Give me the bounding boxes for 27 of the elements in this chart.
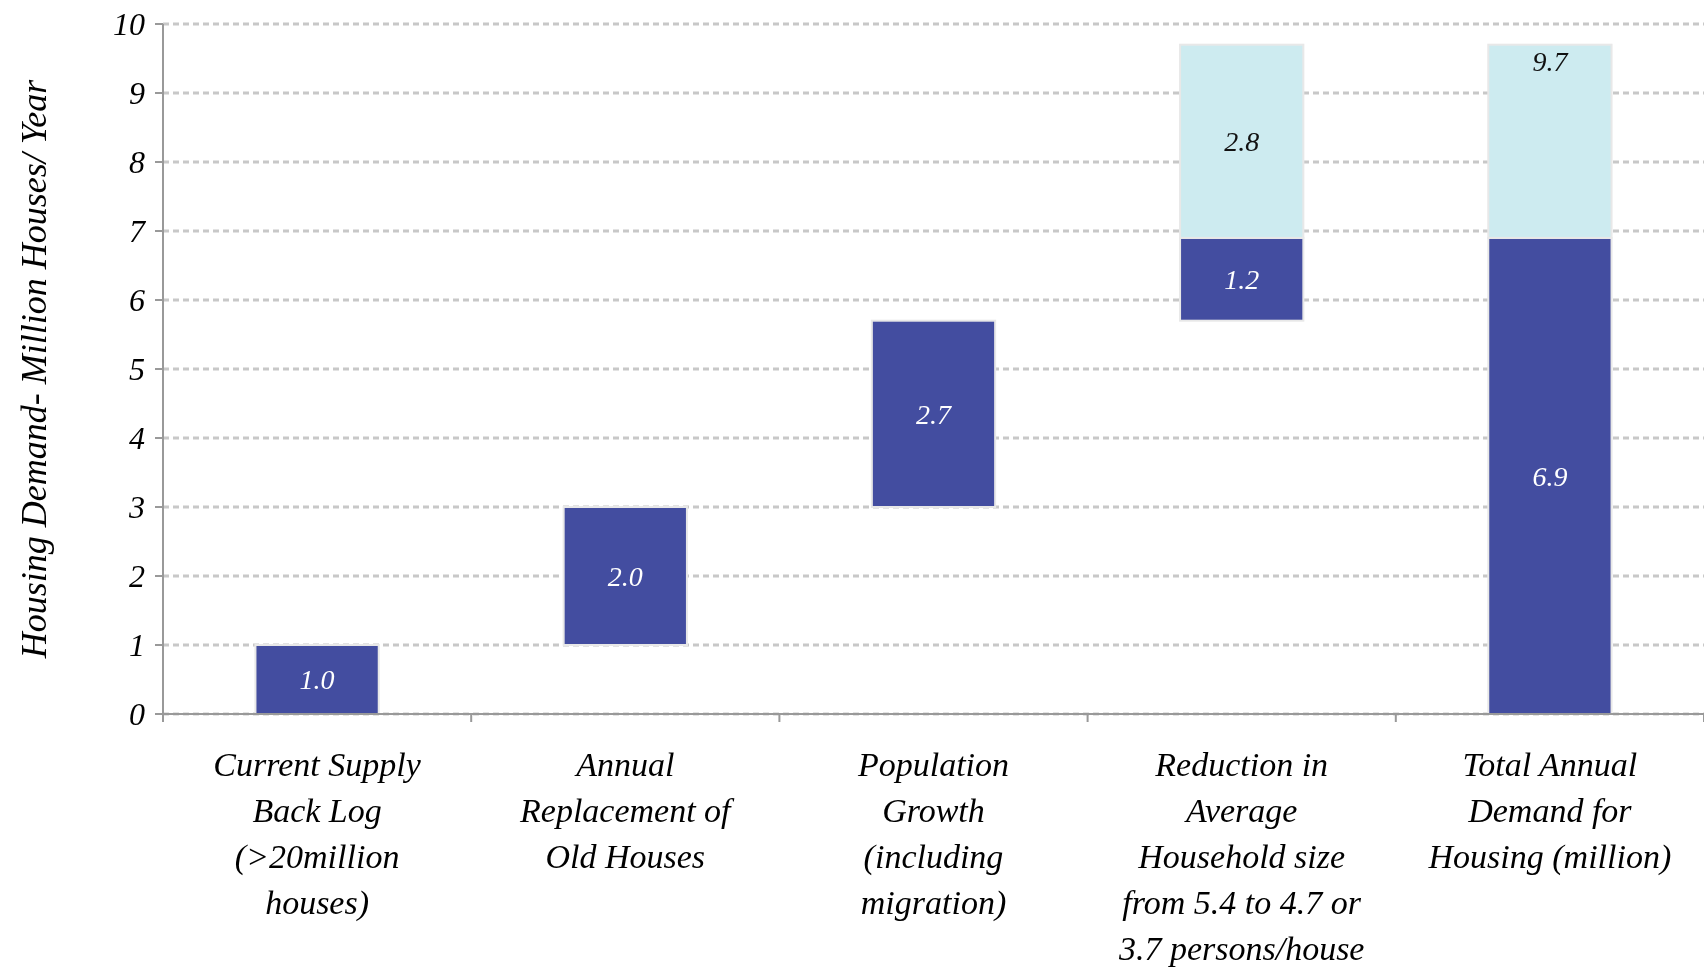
bar bbox=[870, 319, 997, 508]
y-tick-label: 10 bbox=[113, 6, 145, 43]
y-tick-label: 2 bbox=[129, 558, 145, 595]
data-label: 9.7 bbox=[1532, 45, 1569, 77]
y-tick-label: 3 bbox=[128, 489, 145, 526]
y-tick-label: 7 bbox=[129, 213, 147, 250]
y-tick-label: 0 bbox=[129, 696, 145, 733]
data-label: 2.7 bbox=[916, 398, 952, 430]
data-label: 2.0 bbox=[607, 560, 643, 592]
y-tick-label: 5 bbox=[129, 351, 145, 388]
y-tick-label: 4 bbox=[129, 420, 145, 457]
data-label: 6.9 bbox=[1532, 460, 1568, 492]
data-label: 1.0 bbox=[299, 664, 335, 696]
data-label: 1.2 bbox=[1224, 264, 1260, 296]
y-tick-label: 6 bbox=[129, 282, 145, 319]
y-tick-label: 8 bbox=[129, 144, 145, 181]
x-tick-label: Current Supply Back Log (>20million houses) bbox=[213, 746, 422, 922]
x-tick-label: Total Annual Demand for Housing (million) bbox=[1427, 746, 1672, 876]
x-tick-label: Reduction in Average Household size from 5.4 to 4.7 or 3.7 persons/house bbox=[1117, 746, 1365, 967]
data-label: 2.8 bbox=[1224, 126, 1260, 158]
bar bbox=[254, 644, 380, 715]
bar bbox=[562, 506, 688, 646]
x-tick-label: Population Growth (including migration) bbox=[856, 746, 1010, 922]
y-tick-label: 9 bbox=[129, 75, 145, 112]
y-tick-label: 1 bbox=[129, 627, 145, 664]
y-axis-title: Housing Demand- Million Houses/ Year bbox=[14, 78, 54, 660]
x-tick-label: Annual Replacement of Old Houses bbox=[519, 746, 736, 875]
